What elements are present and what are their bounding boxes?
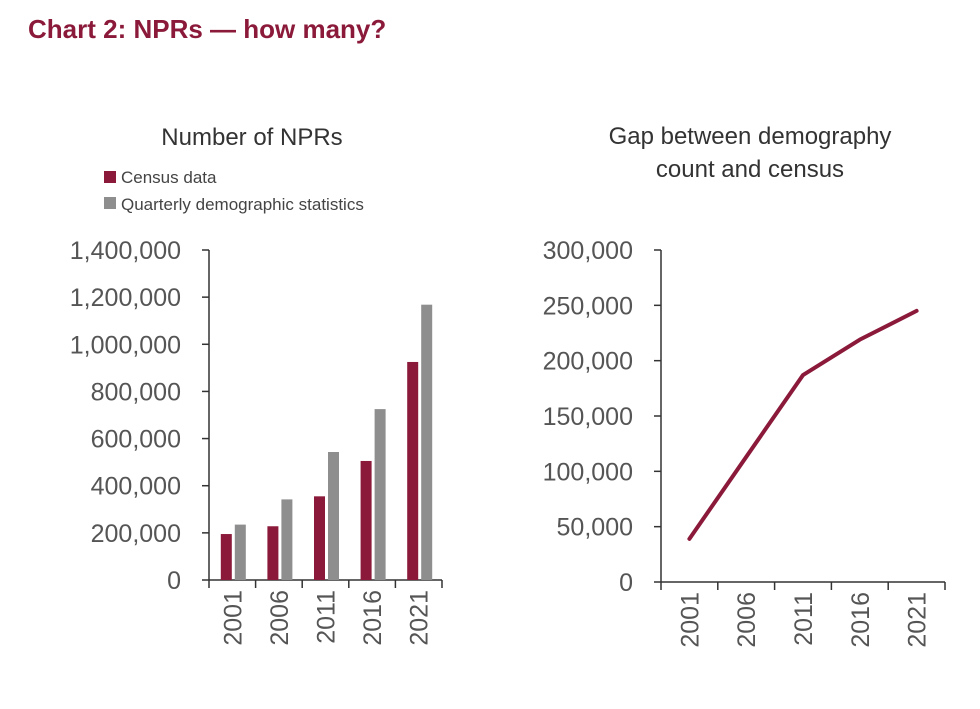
gap-series-line [687,308,919,541]
bar-census-2001 [220,534,232,580]
bar-quarterly-2016 [374,409,386,580]
bar-y-tick-label: 400,000 [91,473,181,501]
line-y-tick-label: 200,000 [543,348,633,376]
bar-census-2021 [407,361,419,580]
bar-census-2011 [314,496,325,580]
bar-y-tick-label: 0 [167,567,181,595]
line-x-label: 2006 [733,592,761,648]
line-x-label: 2001 [676,592,704,648]
bar-quarterly-2006 [281,499,293,580]
bar-x-label: 2006 [266,590,294,646]
line-y-tick-label: 50,000 [557,514,633,542]
page-title: Chart 2: NPRs — how many? [28,14,387,44]
line-y-tick-label: 300,000 [543,237,633,265]
bar-quarterly-2011 [328,452,339,580]
line-y-tick-label: 100,000 [543,458,633,486]
legend-label-quarterly: Quarterly demographic statistics [121,195,364,214]
line-chart-title-line2: count and census [656,156,844,183]
line-y-tick-label: 150,000 [543,403,633,431]
line-x-label: 2011 [790,592,818,646]
line-x-label: 2016 [847,592,875,648]
line-x-label: 2021 [904,592,932,648]
bar-quarterly-2001 [234,524,246,580]
line-chart-title-line1: Gap between demography [609,123,892,150]
bar-x-label: 2011 [313,590,341,644]
legend-swatch-census [104,171,116,183]
bar-y-tick-label: 800,000 [91,378,181,406]
bar-y-tick-label: 1,000,000 [70,331,181,359]
bar-y-tick-label: 1,200,000 [70,284,181,312]
legend-label-census: Census data [121,168,217,187]
bar-y-tick-label: 1,400,000 [70,237,181,265]
bar-y-tick-label: 200,000 [91,520,181,548]
bar-x-label: 2016 [359,590,387,646]
bar-x-label: 2021 [406,590,434,646]
bar-census-2006 [267,526,279,580]
line-y-tick-label: 250,000 [543,292,633,320]
legend-swatch-quarterly [104,197,116,209]
line-y-tick-label: 0 [619,569,633,597]
bar-chart-title: Number of NPRs [161,124,342,151]
bar-quarterly-2021 [421,304,433,580]
bar-census-2016 [360,460,372,580]
bar-x-label: 2001 [219,590,247,646]
bar-y-tick-label: 600,000 [91,426,181,454]
